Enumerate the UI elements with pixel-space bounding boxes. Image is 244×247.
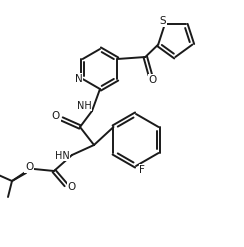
Text: S: S xyxy=(159,17,166,26)
Text: NH: NH xyxy=(77,101,91,111)
Text: O: O xyxy=(52,111,60,121)
Text: O: O xyxy=(68,182,76,192)
Text: N: N xyxy=(75,74,82,84)
Text: O: O xyxy=(25,162,33,172)
Text: F: F xyxy=(139,165,145,175)
Text: O: O xyxy=(148,75,156,85)
Text: HN: HN xyxy=(55,151,69,161)
